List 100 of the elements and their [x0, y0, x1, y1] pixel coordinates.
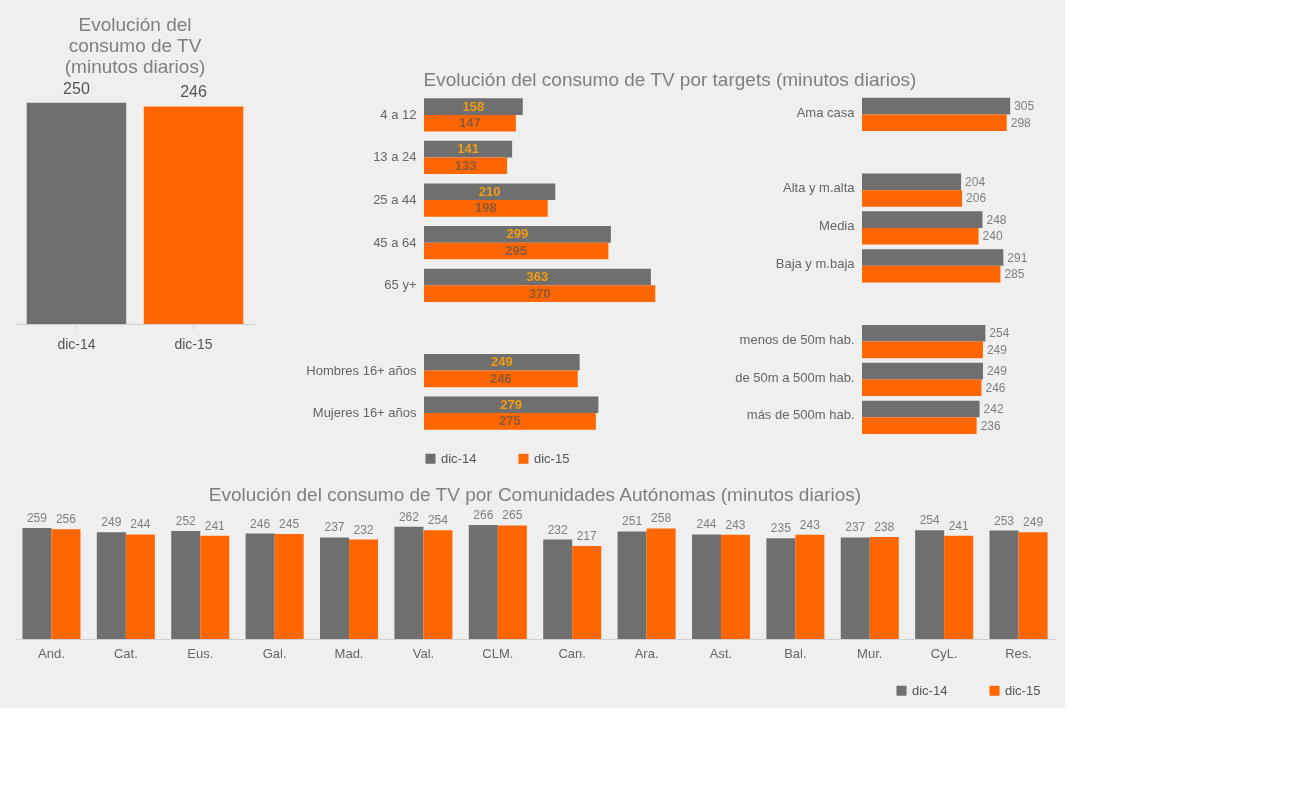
data-label: 266	[473, 508, 494, 522]
x-tick-label: And.	[38, 645, 65, 661]
y-tick-label: Mujeres 16+ años	[312, 405, 417, 421]
y-tick-label: 25 a 44	[373, 192, 417, 208]
bar	[96, 532, 126, 639]
data-label: 240	[982, 229, 1003, 244]
bar	[274, 534, 304, 639]
bar	[349, 539, 379, 639]
y-tick-label: 65 y+	[384, 277, 417, 293]
data-label: 251	[622, 514, 643, 529]
data-label: 245	[279, 517, 300, 531]
bar	[424, 413, 596, 430]
legend-label: dic-15	[534, 450, 570, 466]
data-label: 133	[454, 157, 477, 173]
data-label: 262	[398, 509, 420, 524]
x-tick-label: Eus.	[187, 645, 214, 661]
bar	[497, 525, 527, 639]
bar	[795, 534, 825, 639]
x-tick-label: Bal.	[784, 645, 807, 661]
data-label: 249	[986, 364, 1008, 379]
x-tick-label: CLM.	[482, 645, 514, 661]
data-label: 246	[490, 370, 512, 386]
data-label: 243	[799, 517, 821, 532]
data-label: 253	[994, 513, 1015, 528]
data-label: 235	[770, 521, 792, 536]
data-label: 248	[986, 212, 1007, 227]
bar	[22, 528, 52, 639]
bar	[862, 190, 963, 207]
data-label: 210	[478, 183, 501, 199]
bar	[320, 537, 350, 639]
data-label: 243	[725, 517, 746, 532]
bar	[424, 200, 548, 217]
data-label: 238	[874, 520, 895, 534]
data-label: 370	[528, 285, 551, 301]
data-label: 242	[983, 401, 1004, 416]
bar	[862, 379, 982, 397]
bar	[646, 528, 676, 639]
bar	[862, 324, 986, 342]
data-label: 256	[55, 512, 77, 527]
data-label: 249	[986, 342, 1008, 357]
data-label: 291	[1007, 250, 1028, 265]
y-tick-label: 13 a 24	[373, 149, 417, 165]
y-tick-label: menos de 50m hab.	[739, 331, 855, 347]
data-label: 254	[919, 513, 940, 528]
y-tick-label: Ama casa	[796, 104, 856, 120]
data-label: 236	[980, 418, 1001, 433]
y-tick-label: de 50m a 500m hab.	[735, 369, 855, 385]
bar	[862, 97, 1011, 115]
data-label: 246	[250, 516, 271, 531]
data-label: 298	[1010, 115, 1032, 130]
bar	[423, 530, 453, 639]
x-tick-label: Ara.	[634, 645, 659, 661]
bar	[862, 265, 1001, 283]
bar	[424, 242, 609, 260]
data-label: 258	[651, 511, 672, 526]
data-label: 217	[576, 529, 598, 543]
bar	[766, 538, 796, 639]
bar	[424, 226, 611, 243]
data-label: 241	[948, 518, 969, 533]
bar	[869, 537, 899, 639]
data-label: 246	[180, 83, 207, 101]
y-tick-label: 4 a 12	[380, 106, 417, 122]
bar	[989, 530, 1019, 639]
data-label: 254	[989, 326, 1010, 341]
bar	[862, 249, 1004, 266]
chart-title: Evolución del consumo de TV por targets (minutos diarios)	[423, 69, 917, 90]
data-label: 204	[965, 174, 986, 189]
bar	[171, 531, 201, 639]
bar	[468, 525, 498, 639]
bar	[1018, 532, 1048, 639]
data-label: 147	[459, 115, 481, 131]
data-label: 275	[499, 413, 521, 429]
x-tick-label: Val.	[412, 645, 435, 661]
data-label: 232	[353, 522, 374, 537]
data-label: 250	[63, 79, 90, 97]
data-label: 254	[427, 513, 449, 528]
data-label: 295	[505, 243, 528, 259]
data-label: 237	[845, 520, 866, 535]
data-label: 279	[500, 396, 523, 412]
x-tick-label: Ast.	[709, 645, 733, 661]
x-tick-label: Gal.	[262, 645, 287, 661]
bar	[424, 353, 580, 371]
bar	[617, 531, 647, 639]
legend-label: dic-15	[1005, 682, 1041, 698]
bar	[245, 533, 275, 639]
data-label: 206	[966, 191, 987, 206]
y-tick-label: Alta y m.alta	[782, 180, 856, 196]
data-label: 299	[506, 226, 529, 242]
y-tick-label: Baja y m.baja	[775, 256, 856, 271]
legend-label: dic-14	[912, 682, 948, 698]
chart-title: Evolución del consumo de TV (minutos diarios)	[64, 13, 206, 77]
y-tick-label: Media	[819, 218, 856, 234]
data-label: 241	[204, 518, 226, 533]
data-label: 232	[547, 522, 569, 537]
bar	[862, 400, 980, 418]
data-label: 158	[462, 98, 485, 114]
bar	[51, 529, 81, 639]
data-label: 246	[985, 380, 1006, 395]
y-tick-label: Hombres 16+ años	[306, 362, 417, 378]
bar	[424, 157, 508, 175]
